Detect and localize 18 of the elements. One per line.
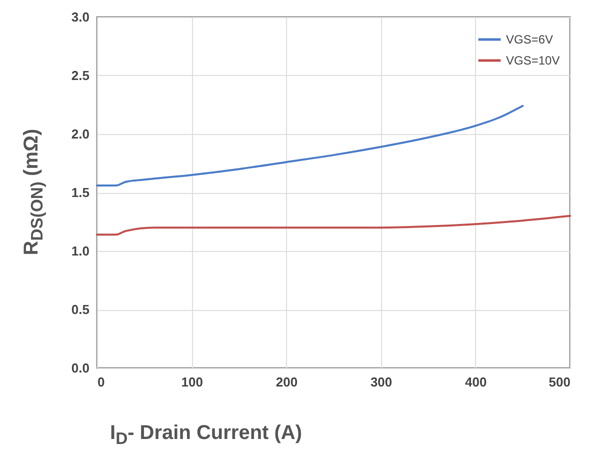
x-tick-label: 300: [370, 374, 392, 390]
x-tick-label: 200: [276, 374, 298, 390]
y-tick-label: 1.0: [71, 244, 90, 258]
line-series: [96, 104, 524, 186]
x-tick-label: 400: [465, 374, 487, 390]
y-tick-label: 1.5: [71, 185, 90, 200]
x-tick-label: 100: [181, 374, 203, 390]
y-tick-label: 2.5: [71, 68, 90, 83]
x-tick-label: 0: [98, 374, 105, 390]
legend-label: VGS=10V: [506, 54, 560, 68]
x-tick-label: 500: [548, 374, 570, 390]
y-tick-label: 2.0: [71, 126, 90, 142]
line-series: [96, 214, 571, 236]
x-axis-title: I$_{D}$- Drain Current (A): [110, 422, 302, 449]
y-tick-label: 0.0: [71, 360, 90, 376]
y-tick-label: 0.5: [71, 302, 90, 317]
legend-label: VGS=6V: [506, 32, 554, 46]
y-tick-label: 3.0: [71, 10, 90, 24]
